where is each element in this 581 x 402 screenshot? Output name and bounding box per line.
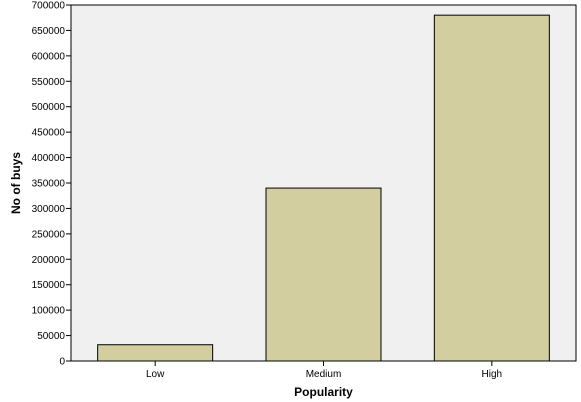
y-tick-label: 550000 <box>32 77 66 88</box>
x-tick-label: High <box>482 369 503 380</box>
y-axis-title: No of buys <box>9 152 23 214</box>
bar-low <box>97 344 214 362</box>
x-tick-label: Medium <box>306 369 342 380</box>
y-tick-label: 600000 <box>32 51 66 62</box>
y-tick-label: 400000 <box>32 153 66 164</box>
y-tick-label: 0 <box>59 357 65 368</box>
x-tick-label: Low <box>146 369 165 380</box>
y-tick-label: 350000 <box>32 179 66 190</box>
y-tick-label: 650000 <box>32 26 66 37</box>
x-axis-title: Popularity <box>294 385 353 399</box>
bars <box>97 14 550 362</box>
y-tick-label: 100000 <box>32 306 66 317</box>
y-tick-label: 250000 <box>32 229 66 240</box>
y-tick-label: 50000 <box>37 331 65 342</box>
y-tick-label: 700000 <box>32 1 66 12</box>
y-tick-label: 300000 <box>32 204 66 215</box>
bar-medium <box>265 187 382 362</box>
y-tick-label: 450000 <box>32 128 66 139</box>
y-axis-ticks: 0 50000 100000 150000 200000 250000 300000 3500… <box>32 1 71 368</box>
bar-high <box>433 14 550 362</box>
x-axis-ticks: Low Medium High <box>146 361 502 380</box>
y-tick-label: 500000 <box>32 102 66 113</box>
y-tick-label: 150000 <box>32 280 66 291</box>
y-tick-label: 200000 <box>32 255 66 266</box>
